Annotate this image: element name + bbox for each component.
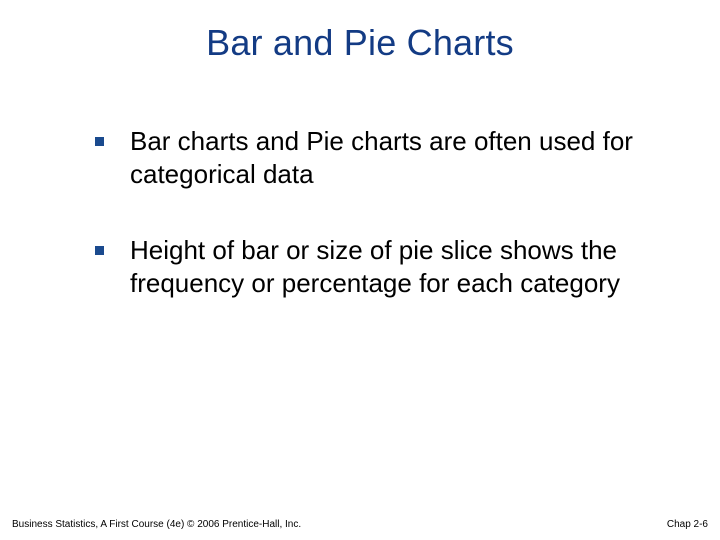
footer-left: Business Statistics, A First Course (4e)… — [12, 519, 301, 530]
footer-right: Chap 2-6 — [667, 519, 708, 530]
slide: Bar and Pie Charts Bar charts and Pie ch… — [0, 0, 720, 540]
bullet-list: Bar charts and Pie charts are often used… — [95, 125, 655, 342]
slide-title: Bar and Pie Charts — [0, 22, 720, 64]
square-bullet-icon — [95, 137, 104, 146]
bullet-text: Bar charts and Pie charts are often used… — [130, 125, 655, 192]
bullet-item: Height of bar or size of pie slice shows… — [95, 234, 655, 301]
bullet-item: Bar charts and Pie charts are often used… — [95, 125, 655, 192]
bullet-text: Height of bar or size of pie slice shows… — [130, 234, 655, 301]
square-bullet-icon — [95, 246, 104, 255]
